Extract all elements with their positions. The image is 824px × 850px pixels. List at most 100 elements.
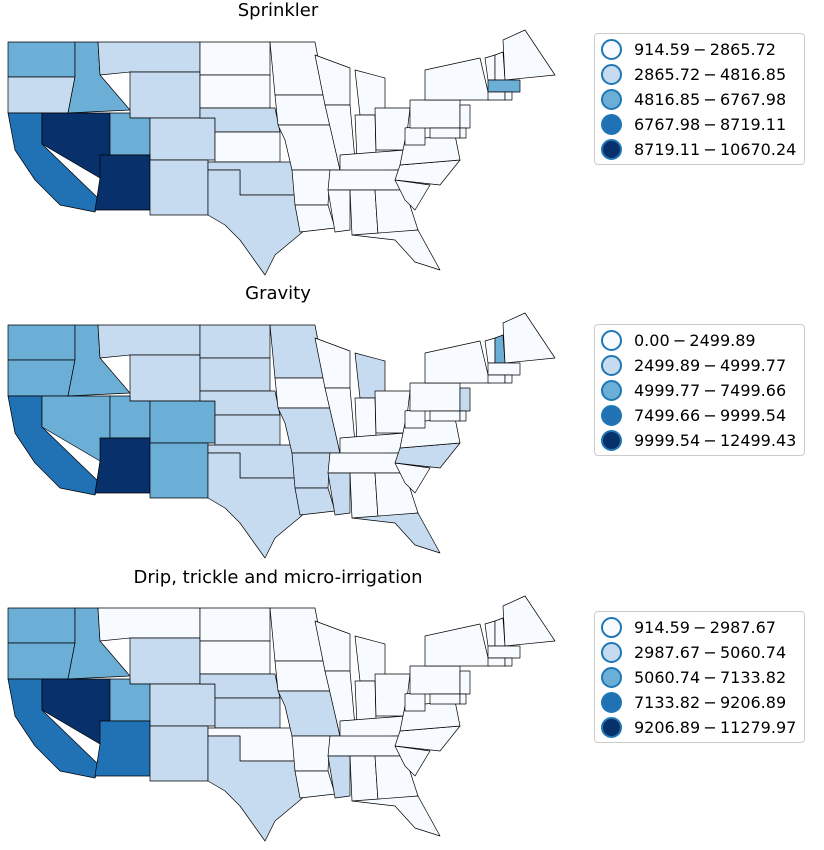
- legend-label: 9999.54 − 12499.43: [634, 431, 797, 450]
- state-nd: [199, 607, 271, 642]
- state-co: [149, 117, 216, 161]
- legend-label: 2987.67 − 5060.74: [634, 643, 787, 662]
- legend-swatch-icon: [601, 330, 622, 351]
- state-az: [94, 154, 151, 211]
- legend-item: 6767.98 − 8719.11: [601, 112, 796, 137]
- state-fl: [351, 795, 441, 837]
- legend-label: 4999.77 − 7499.66: [634, 381, 787, 400]
- legend-item: 5060.74 − 7133.82: [601, 665, 796, 690]
- state-la: [294, 487, 336, 516]
- legend-item: 2987.67 − 5060.74: [601, 640, 796, 665]
- legend-label: 7499.66 − 9999.54: [634, 406, 787, 425]
- state-me: [502, 29, 556, 81]
- legend-item: 9206.89 − 11279.97: [601, 715, 796, 740]
- legend-label: 914.59 − 2987.67: [634, 618, 776, 637]
- state-ks: [214, 697, 281, 729]
- state-fl: [351, 229, 441, 271]
- legend-item: 8719.11 − 10670.24: [601, 137, 796, 162]
- state-nm: [149, 159, 209, 216]
- state-ct: [487, 657, 506, 667]
- choropleth-map: [7, 595, 556, 842]
- state-al: [349, 189, 379, 236]
- state-ut: [109, 678, 151, 722]
- state-tn: [327, 735, 406, 757]
- legend-label: 4816.85 − 6767.98: [634, 90, 787, 109]
- state-pa: [409, 382, 461, 412]
- state-sd: [199, 640, 271, 675]
- state-wy: [129, 71, 201, 119]
- state-ms: [327, 755, 351, 799]
- state-tn: [327, 452, 406, 474]
- legend-label: 5060.74 − 7133.82: [634, 668, 787, 687]
- state-ct: [487, 91, 506, 101]
- state-sc: [394, 462, 431, 494]
- legend-label: 6767.98 − 8719.11: [634, 115, 787, 134]
- legend-item: 9999.54 − 12499.43: [601, 428, 796, 453]
- legend-label: 8719.11 − 10670.24: [634, 140, 797, 159]
- legend-swatch-icon: [601, 89, 622, 110]
- legend-label: 914.59 − 2865.72: [634, 40, 776, 59]
- state-tx: [207, 169, 306, 276]
- state-nd: [199, 41, 271, 76]
- legend-swatch-icon: [601, 667, 622, 688]
- state-de: [459, 127, 467, 139]
- state-nm: [149, 442, 209, 499]
- state-nj: [459, 387, 471, 412]
- legend-swatch-icon: [601, 692, 622, 713]
- choropleth-map: [7, 312, 556, 559]
- state-ms: [327, 472, 351, 516]
- state-ks: [214, 414, 281, 446]
- legend-item: 4816.85 − 6767.98: [601, 87, 796, 112]
- state-ma: [487, 645, 521, 659]
- legend-item: 914.59 − 2987.67: [601, 615, 796, 640]
- state-nd: [199, 324, 271, 359]
- state-md: [429, 693, 461, 705]
- map-legend: 0.00 − 2499.89 2499.89 − 4999.77 4999.77…: [594, 324, 806, 456]
- state-ri: [504, 657, 513, 667]
- state-co: [149, 400, 216, 444]
- state-de: [459, 693, 467, 705]
- state-ny: [424, 623, 491, 667]
- state-mn: [269, 324, 326, 379]
- state-me: [502, 312, 556, 364]
- state-ia: [274, 660, 331, 692]
- state-vt: [484, 337, 496, 364]
- state-sc: [394, 179, 431, 211]
- state-ms: [327, 189, 351, 233]
- state-tx: [207, 452, 306, 559]
- state-ct: [487, 374, 506, 384]
- legend-swatch-icon: [601, 39, 622, 60]
- state-co: [149, 683, 216, 727]
- state-sc: [394, 745, 431, 777]
- state-ny: [424, 340, 491, 384]
- state-or: [7, 642, 76, 680]
- legend-swatch-icon: [601, 355, 622, 376]
- state-ar: [291, 169, 331, 206]
- state-tx: [207, 735, 306, 842]
- state-sd: [199, 357, 271, 392]
- legend-label: 2499.89 − 4999.77: [634, 356, 787, 375]
- state-ia: [274, 377, 331, 409]
- state-al: [349, 472, 379, 519]
- state-al: [349, 755, 379, 802]
- state-mt: [97, 41, 201, 76]
- state-md: [429, 127, 461, 139]
- drip-map-panel: Drip, trickle and micro-irrigation 914.5…: [0, 566, 824, 849]
- legend-swatch-icon: [601, 114, 622, 135]
- state-ny: [424, 57, 491, 101]
- map-legend: 914.59 − 2865.72 2865.72 − 4816.85 4816.…: [594, 33, 806, 165]
- legend-item: 7499.66 − 9999.54: [601, 403, 796, 428]
- legend-swatch-icon: [601, 717, 622, 738]
- state-wy: [129, 637, 201, 685]
- legend-label: 7133.82 − 9206.89: [634, 693, 787, 712]
- state-ma: [487, 362, 521, 376]
- state-or: [7, 76, 76, 114]
- state-mt: [97, 324, 201, 359]
- legend-item: 2865.72 − 4816.85: [601, 62, 796, 87]
- state-ut: [109, 112, 151, 156]
- state-md: [429, 410, 461, 422]
- state-ma: [487, 79, 521, 93]
- legend-swatch-icon: [601, 642, 622, 663]
- state-mt: [97, 607, 201, 642]
- map-legend: 914.59 − 2987.67 2987.67 − 5060.74 5060.…: [594, 611, 806, 743]
